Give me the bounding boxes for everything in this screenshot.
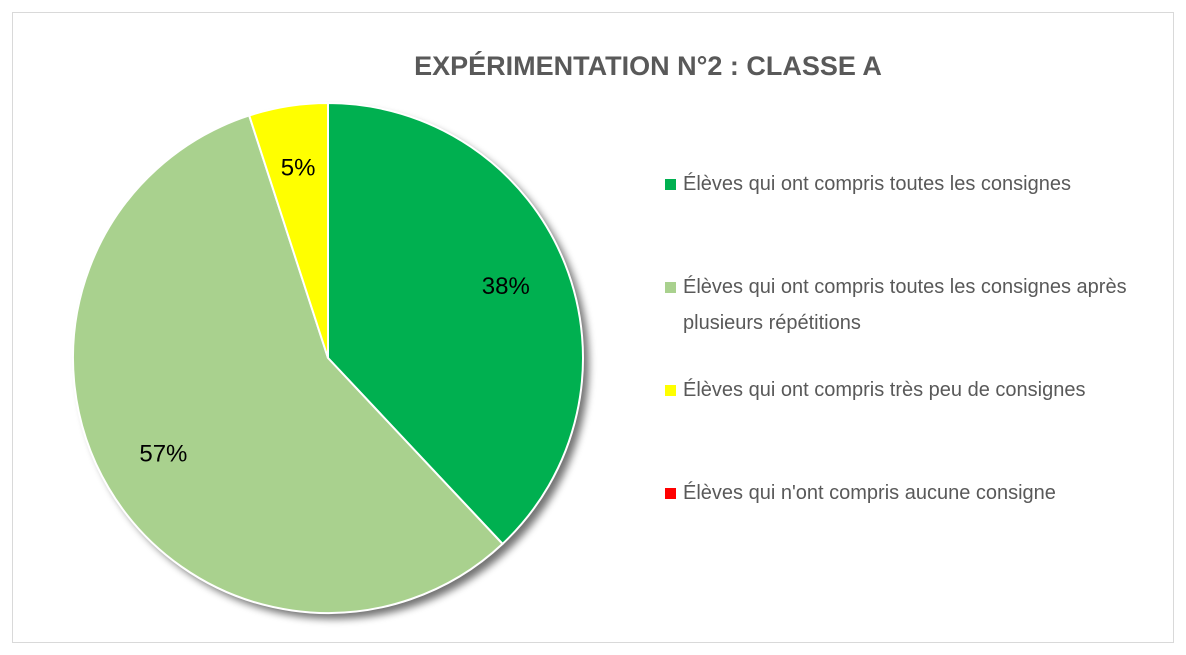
chart-title: EXPÉRIMENTATION N°2 : CLASSE A xyxy=(414,50,882,81)
data-label: 57% xyxy=(139,441,187,468)
pie-slice xyxy=(327,101,584,546)
legend-label: Élèves qui ont compris toutes les consig… xyxy=(683,173,1071,195)
pie-slice xyxy=(72,114,504,614)
pie: 38% 57% 5% xyxy=(72,101,584,614)
legend-label: Élèves qui n'ont compris aucune consigne xyxy=(683,482,1056,504)
legend-swatch xyxy=(665,179,676,190)
legend-label: Élèves qui ont compris toutes les consig… xyxy=(683,276,1127,334)
legend-swatch xyxy=(665,488,676,499)
legend-swatch xyxy=(665,385,676,396)
legend-swatch xyxy=(665,282,676,293)
data-label: 5% xyxy=(281,154,316,181)
data-label: 38% xyxy=(482,273,530,300)
legend-label: Élèves qui ont compris très peu de consi… xyxy=(683,379,1086,401)
